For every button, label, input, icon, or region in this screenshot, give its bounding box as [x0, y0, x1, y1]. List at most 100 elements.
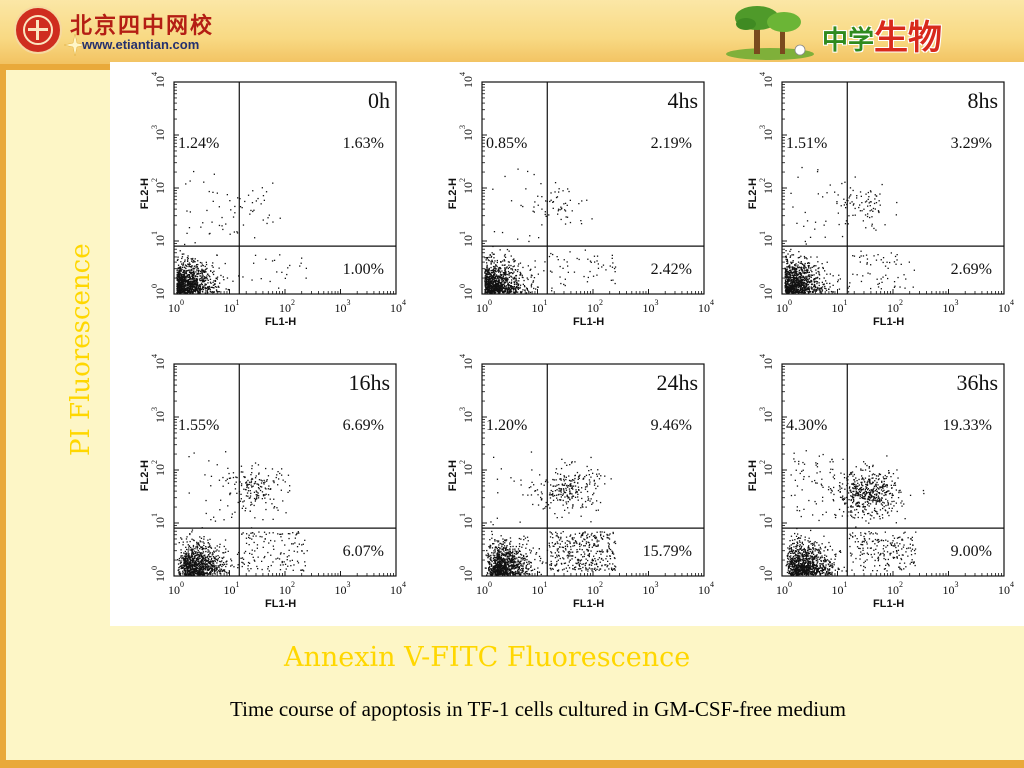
upper-right-percent: 19.33% — [943, 417, 992, 434]
y-tick-label: 10 — [761, 411, 775, 423]
x-tick-exponent: 0 — [788, 580, 792, 589]
upper-right-percent: 1.63% — [343, 135, 384, 152]
x-tick-exponent: 3 — [655, 580, 659, 589]
upper-left-percent: 1.20% — [486, 417, 527, 434]
y-tick-exponent: 0 — [150, 566, 159, 570]
x-tick-label: 10 — [224, 301, 236, 315]
time-point-label: 8hs — [967, 88, 998, 113]
dot-cloud — [784, 166, 915, 294]
x-tick-exponent: 0 — [488, 580, 492, 589]
x-tick-label: 10 — [587, 583, 599, 597]
subject-prefix: 中学 — [822, 26, 875, 56]
x-tick-label: 10 — [776, 583, 788, 597]
y-tick-label: 10 — [461, 411, 475, 423]
y-tick-exponent: 2 — [150, 460, 159, 464]
x-tick-label: 10 — [390, 583, 402, 597]
x-tick-exponent: 0 — [180, 298, 184, 307]
x-tick-exponent: 4 — [402, 580, 406, 589]
y-tick-exponent: 4 — [758, 72, 767, 76]
y-tick-label: 10 — [461, 517, 475, 529]
upper-right-percent: 3.29% — [951, 135, 992, 152]
y-axis-title: FL2-H — [747, 178, 759, 209]
scatter-grid-svg: 10 0 10 1 10 2 10 3 10 4100101102103104FL1-HFL2-H… — [139, 72, 1014, 610]
x-tick-label: 10 — [224, 583, 236, 597]
figure-caption: Time course of apoptosis in TF-1 cells c… — [0, 694, 1024, 724]
y-tick-label: 10 — [153, 288, 167, 300]
dot-cloud — [484, 451, 617, 576]
x-tick-label: 10 — [887, 583, 899, 597]
upper-left-percent: 4.30% — [786, 417, 827, 434]
x-tick-label: 10 — [643, 583, 655, 597]
lower-right-percent: 1.00% — [343, 261, 384, 278]
x-tick-label: 10 — [335, 301, 347, 315]
y-axis-title: FL2-H — [747, 460, 759, 491]
scatter-panel-16hs: 10 0 10 1 10 2 10 3 10 4100101102103104FL1-HFL2-H… — [139, 354, 406, 610]
x-tick-label: 10 — [698, 301, 710, 315]
y-tick-exponent: 0 — [150, 284, 159, 288]
y-tick-exponent: 0 — [758, 284, 767, 288]
y-axis-side-label: PI Fluorescence — [66, 243, 96, 456]
school-logo-icon — [14, 6, 62, 54]
x-tick-label: 10 — [943, 583, 955, 597]
scatter-panel-36hs: 10 0 10 1 10 2 10 3 10 4100101102103104FL1-HFL2-H… — [747, 354, 1014, 610]
upper-right-percent: 2.19% — [651, 135, 692, 152]
left-accent-band — [0, 70, 6, 768]
y-tick-label: 10 — [461, 288, 475, 300]
scatter-panel-4hs: 10 0 10 1 10 2 10 3 10 4100101102103104FL1-HFL2-H… — [447, 72, 714, 328]
x-tick-label: 10 — [643, 301, 655, 315]
y-tick-label: 10 — [761, 235, 775, 247]
x-tick-exponent: 1 — [236, 298, 240, 307]
x-tick-exponent: 3 — [347, 298, 351, 307]
x-tick-exponent: 2 — [291, 298, 295, 307]
y-tick-label: 10 — [153, 464, 167, 476]
x-tick-exponent: 0 — [488, 298, 492, 307]
time-point-label: 36hs — [956, 370, 998, 395]
x-tick-exponent: 1 — [844, 580, 848, 589]
y-tick-label: 10 — [461, 235, 475, 247]
y-tick-exponent: 3 — [150, 125, 159, 129]
y-tick-label: 10 — [461, 76, 475, 88]
x-tick-exponent: 2 — [291, 580, 295, 589]
y-tick-exponent: 2 — [758, 460, 767, 464]
y-tick-label: 10 — [761, 570, 775, 582]
x-tick-exponent: 4 — [710, 580, 714, 589]
y-tick-exponent: 4 — [458, 354, 467, 358]
y-tick-label: 10 — [761, 129, 775, 141]
y-tick-label: 10 — [461, 570, 475, 582]
x-tick-exponent: 1 — [236, 580, 240, 589]
x-tick-label: 10 — [587, 301, 599, 315]
x-tick-label: 10 — [998, 301, 1010, 315]
flow-cytometry-figure: 10 0 10 1 10 2 10 3 10 4 10 0 10 1 10 2 10 3 10 4 FL1-H FL2-H… — [110, 62, 1024, 626]
upper-left-percent: 1.24% — [178, 135, 219, 152]
y-tick-label: 10 — [153, 76, 167, 88]
y-tick-exponent: 4 — [150, 72, 159, 76]
upper-left-percent: 0.85% — [486, 135, 527, 152]
x-tick-label: 10 — [943, 301, 955, 315]
x-tick-label: 10 — [532, 301, 544, 315]
x-tick-exponent: 2 — [599, 298, 603, 307]
x-tick-label: 10 — [168, 583, 180, 597]
slide-header: 北京四中网校 www.etiantian.com 中学生物 — [0, 0, 1024, 65]
y-tick-exponent: 1 — [458, 231, 467, 235]
upper-left-percent: 1.55% — [178, 417, 219, 434]
y-tick-label: 10 — [461, 464, 475, 476]
y-tick-exponent: 2 — [150, 178, 159, 182]
y-tick-label: 10 — [153, 411, 167, 423]
x-tick-exponent: 0 — [180, 580, 184, 589]
x-tick-label: 10 — [279, 301, 291, 315]
x-tick-exponent: 3 — [655, 298, 659, 307]
x-axis-title: FL1-H — [573, 598, 604, 610]
x-tick-exponent: 3 — [955, 580, 959, 589]
y-tick-exponent: 3 — [458, 407, 467, 411]
y-tick-exponent: 1 — [458, 513, 467, 517]
x-tick-label: 10 — [476, 301, 488, 315]
x-tick-label: 10 — [476, 583, 488, 597]
y-tick-exponent: 2 — [458, 460, 467, 464]
dot-cloud — [176, 170, 307, 294]
y-tick-label: 10 — [761, 76, 775, 88]
x-axis-title: FL1-H — [873, 316, 904, 328]
y-tick-exponent: 3 — [458, 125, 467, 129]
upper-right-percent: 6.69% — [343, 417, 384, 434]
x-tick-exponent: 1 — [844, 298, 848, 307]
x-tick-label: 10 — [168, 301, 180, 315]
